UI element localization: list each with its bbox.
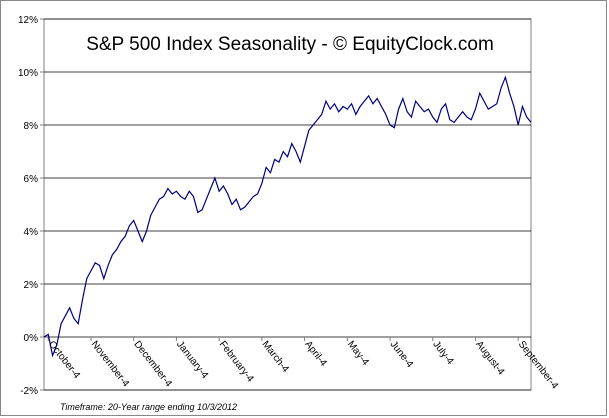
chart-title: S&P 500 Index Seasonality - © EquityCloc… xyxy=(86,34,494,55)
y-tick-label: 12% xyxy=(18,15,38,26)
y-tick-label: -2% xyxy=(20,386,38,397)
y-tick-label: 2% xyxy=(24,280,39,291)
y-tick-label: 6% xyxy=(24,174,39,185)
y-tick-label: 10% xyxy=(18,68,38,79)
y-tick-label: 8% xyxy=(24,121,39,132)
y-tick-label: 4% xyxy=(24,227,39,238)
footnote: Timeframe: 20-Year range ending 10/3/201… xyxy=(60,402,237,412)
line xyxy=(43,75,532,358)
y-tick-label: 0% xyxy=(24,333,39,344)
